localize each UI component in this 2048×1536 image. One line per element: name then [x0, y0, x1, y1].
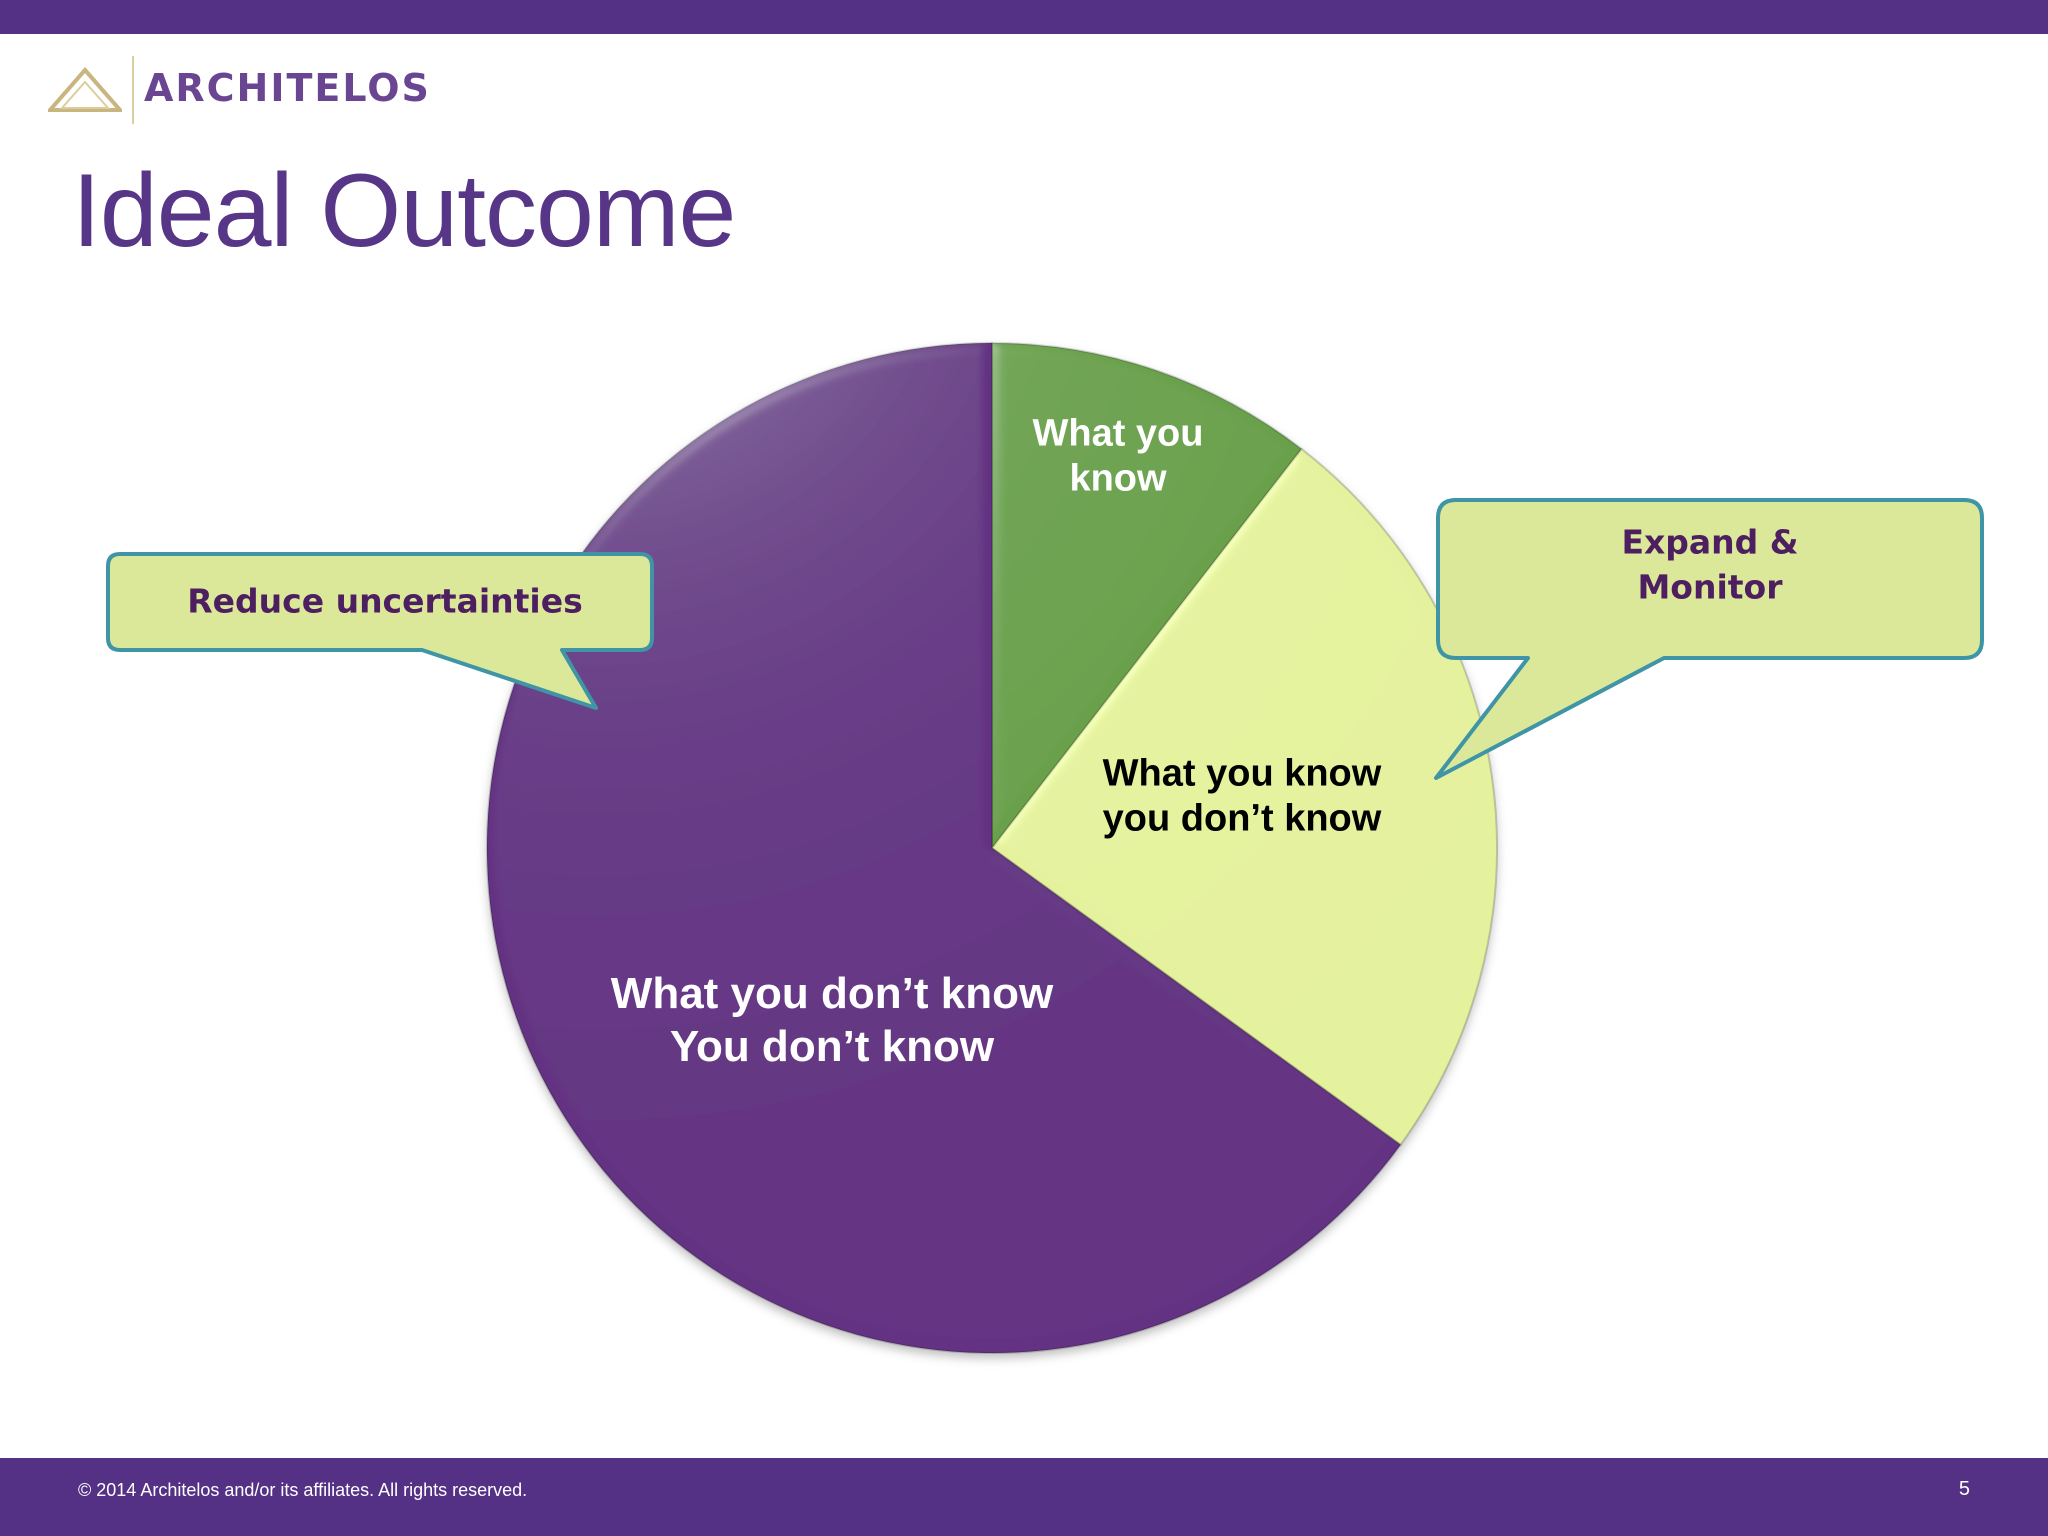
pie-slice-label-2-line-0: What you don’t know [611, 969, 1054, 1018]
callout-text-expand-line1: Expand & [1621, 523, 1798, 562]
pie-slice-0 [991, 341, 1303, 851]
pie-slice-label-1-line-1: you don’t know [1103, 798, 1382, 840]
footer-bar: © 2014 Architelos and/or its affiliates.… [0, 1458, 2048, 1536]
brand-name: ARCHITELOS [144, 66, 431, 110]
pie-slice-1 [990, 447, 1498, 1147]
callout-text-reduce: Reduce uncertainties [187, 582, 583, 621]
logo-divider [132, 56, 134, 124]
slide-title: Ideal Outcome [72, 153, 736, 269]
pie-slice-label-0-line-0: What you [1033, 413, 1204, 455]
pie-slice-label-0-line-1: know [1069, 458, 1167, 500]
callout-text-expand-line2: Monitor [1637, 568, 1783, 607]
callout-bubble [106, 552, 654, 710]
pie-slice-label-1-line-0: What you know [1103, 753, 1382, 795]
architelos-mark-icon [48, 66, 122, 112]
copyright-notice: © 2014 Architelos and/or its affiliates.… [78, 1480, 528, 1500]
brand-logo: ARCHITELOS [48, 54, 468, 126]
pie-slice-2 [486, 341, 1402, 1354]
pie-slice-label-2-line-1: You don’t know [670, 1022, 995, 1071]
callout-reduce-uncertainties: Reduce uncertainties [106, 552, 654, 710]
page-number: 5 [1958, 1478, 1970, 1500]
callout-bubble [1434, 498, 1984, 780]
callout-expand-monitor: Expand & Monitor [1434, 498, 1984, 780]
top-bar [0, 0, 2048, 34]
